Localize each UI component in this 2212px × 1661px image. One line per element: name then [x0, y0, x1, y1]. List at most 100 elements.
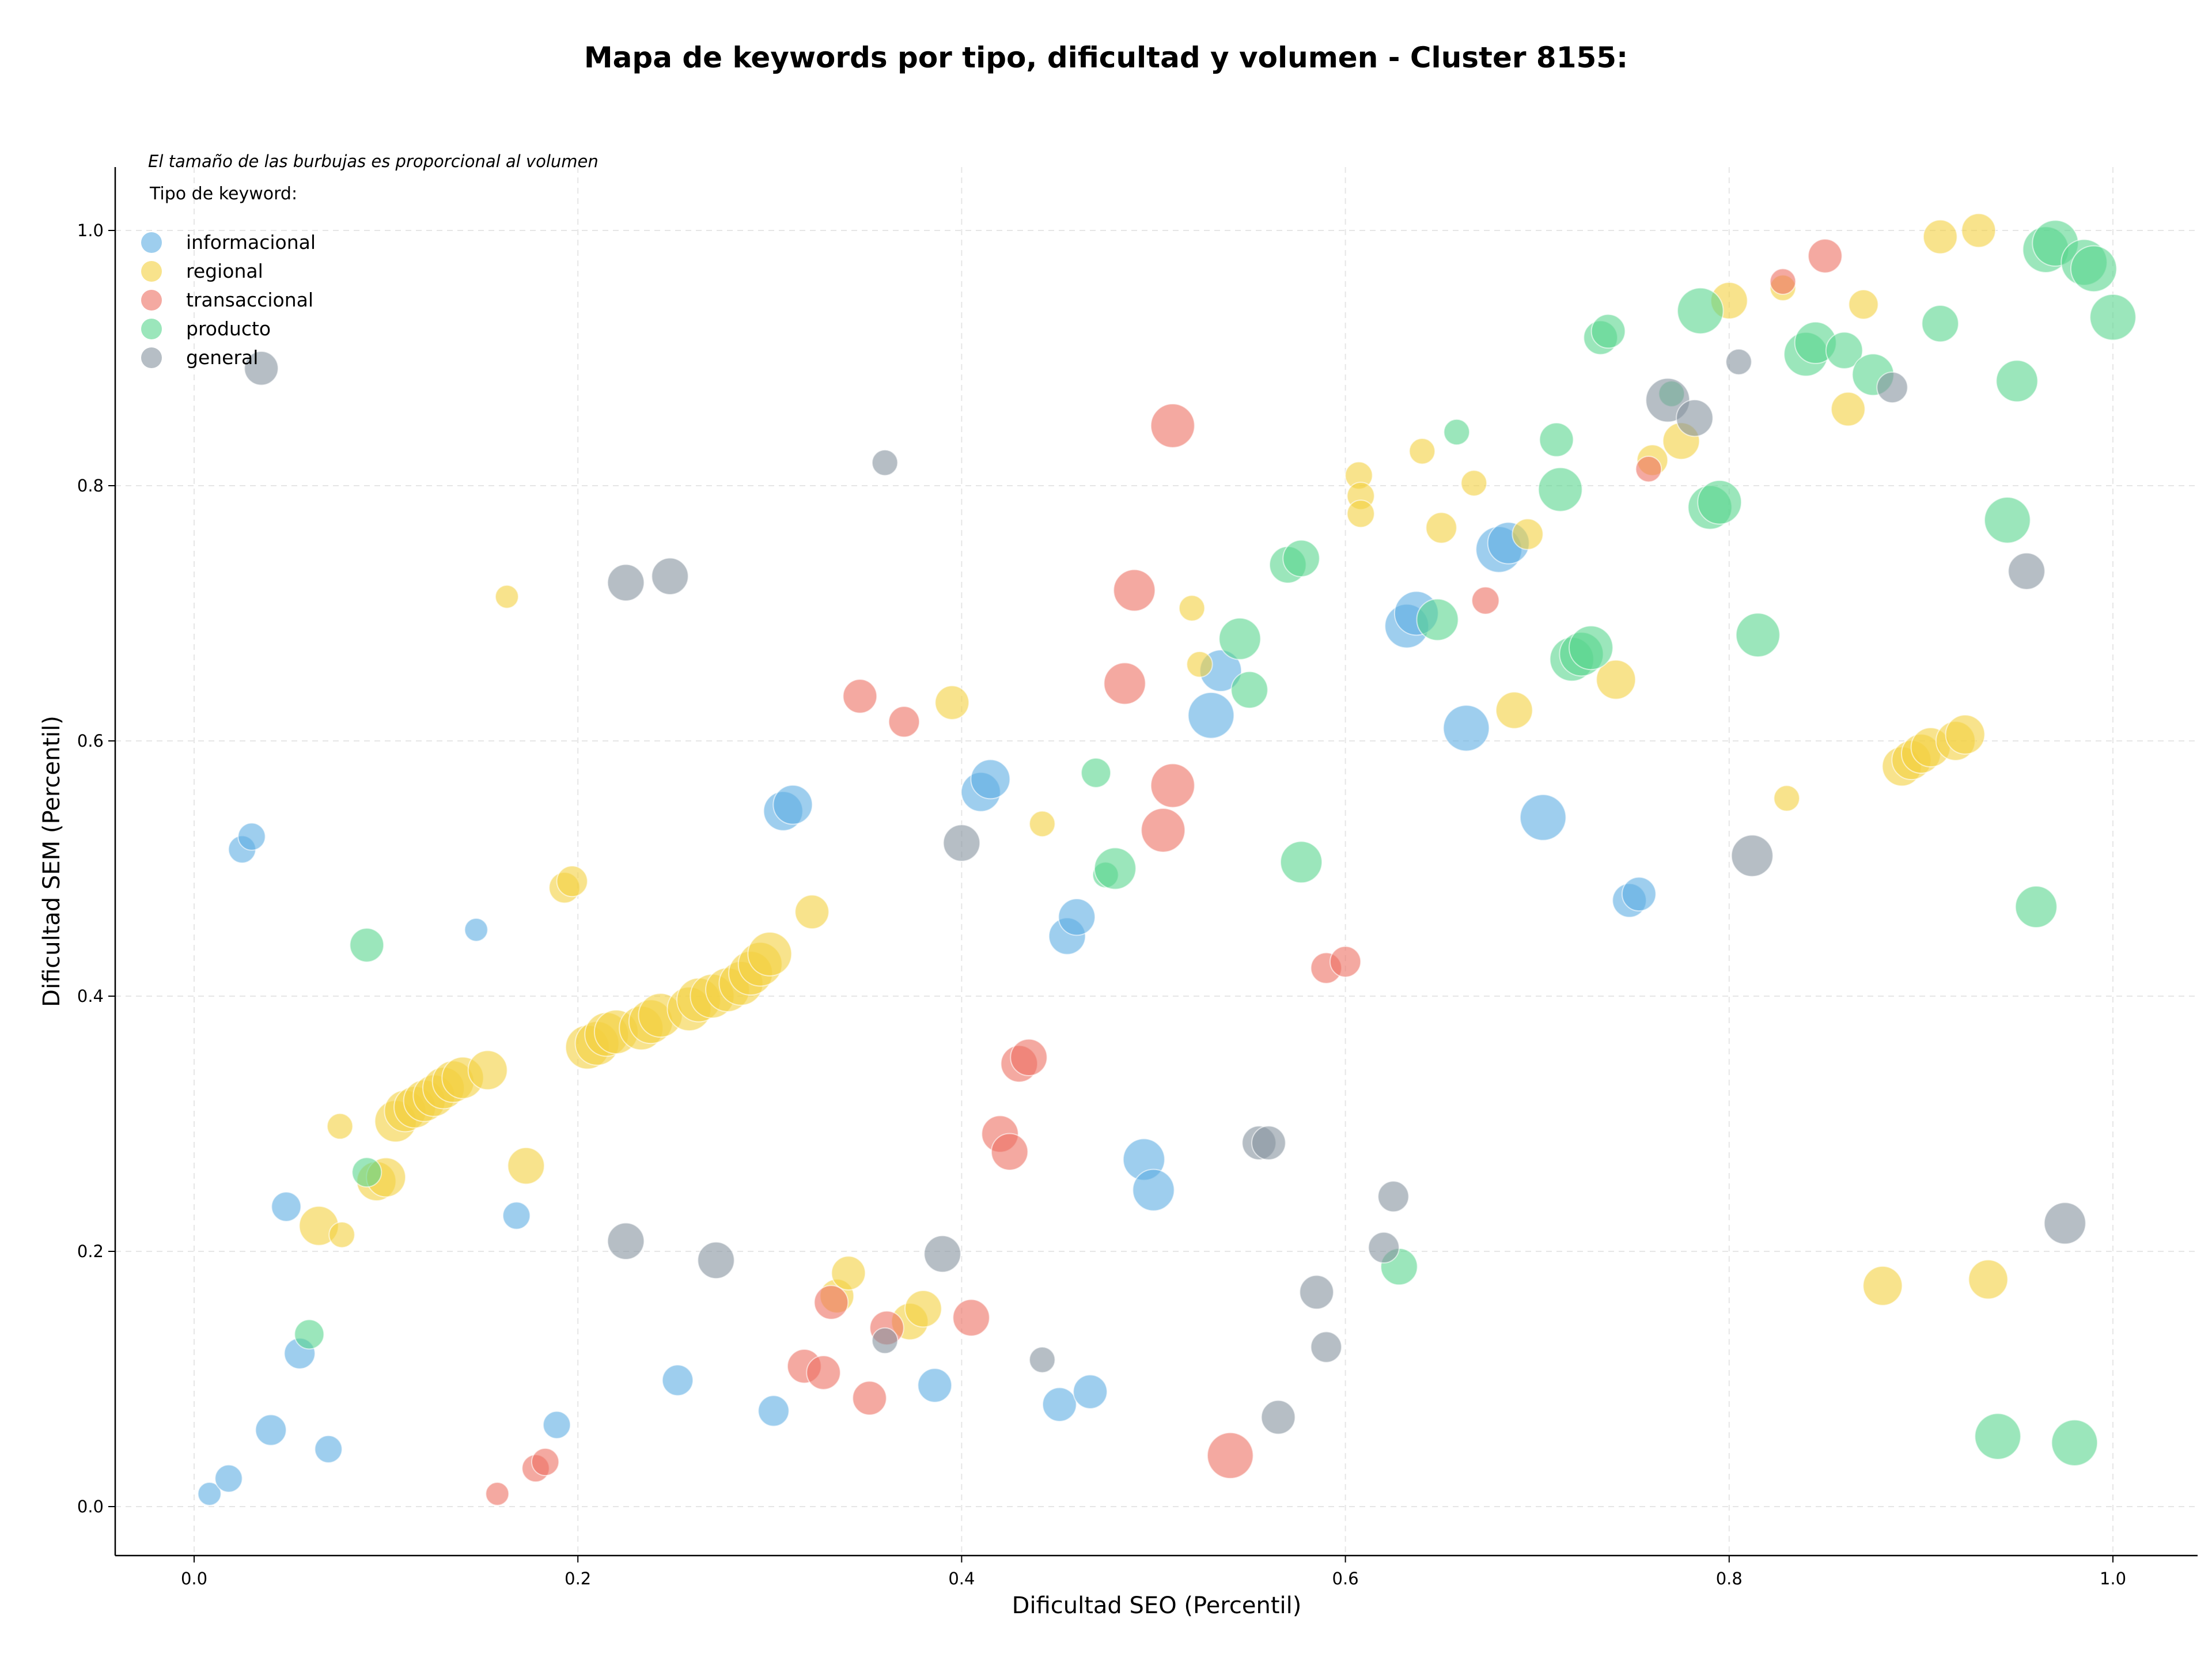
y-tick-label: 0.6: [77, 731, 104, 751]
bubble-point: [2008, 552, 2046, 591]
bubble-point: [1922, 219, 1958, 255]
bubble-point: [1113, 569, 1156, 612]
bubble-point: [1029, 1346, 1056, 1374]
bubble-point: [556, 865, 588, 898]
y-tick-label: 0.2: [77, 1242, 104, 1261]
bubble-point: [1041, 1387, 1077, 1422]
bubble-point: [1848, 289, 1879, 320]
bubble-point: [349, 928, 385, 963]
bubble-point: [1621, 876, 1657, 912]
tick-layer: 0.0 0.2 0.4 0.6 0.8 1.0 0.0 0.2 0.4 0.6 0.8 1.0: [77, 221, 2126, 1588]
bubble-point: [871, 449, 899, 476]
x-axis-label: Dificultad SEO (Percentil): [1012, 1592, 1302, 1619]
y-tick-label: 0.8: [77, 476, 104, 495]
bubble-point: [1697, 479, 1743, 525]
bubble-point: [1519, 794, 1567, 841]
bubble-point: [1299, 1274, 1334, 1310]
y-tick-label: 0.4: [77, 986, 104, 1006]
bubble-point: [1443, 418, 1471, 446]
bubble-point: [990, 1133, 1029, 1171]
bubble-point: [531, 1447, 560, 1477]
bubble-point: [1831, 391, 1866, 427]
bubble-point: [1346, 500, 1375, 528]
bubble-point: [1408, 437, 1436, 465]
legend-marker: [141, 261, 162, 282]
bubble-point: [1058, 898, 1096, 936]
bubble-point: [1218, 617, 1262, 660]
bubble-point: [1310, 1331, 1342, 1363]
series-regional: [298, 213, 2009, 1341]
bubble-point: [813, 1285, 849, 1320]
bubble-point: [314, 1435, 343, 1463]
bubble-point: [214, 1464, 243, 1493]
bubble-point: [831, 1255, 866, 1291]
bubble-point: [542, 1410, 571, 1439]
bubble-point: [1590, 313, 1626, 349]
bubble-point: [467, 1050, 508, 1091]
series-producto: [294, 220, 2137, 1467]
bubble-point: [952, 1299, 990, 1337]
bubble-point: [970, 759, 1011, 800]
bubble-point: [1825, 331, 1863, 369]
x-tick-label: 0.0: [181, 1569, 207, 1588]
bubble-point: [1730, 834, 1774, 877]
bubble-point: [757, 1395, 790, 1427]
bubble-point: [806, 1355, 841, 1390]
bubble-point: [1206, 1432, 1254, 1480]
bubble-point: [464, 917, 488, 942]
bubble-point: [1073, 1374, 1108, 1409]
bubble-point: [852, 1380, 887, 1416]
bubble-point: [1537, 467, 1583, 512]
bubble-point: [1984, 497, 2031, 544]
bubble-point: [1808, 239, 1843, 274]
bubble-point: [1230, 671, 1268, 709]
bubble-point: [1735, 612, 1781, 658]
bubble-point: [934, 685, 970, 720]
legend-marker: [141, 347, 162, 368]
series-general: [244, 348, 2086, 1435]
bubble-point: [1329, 945, 1362, 978]
bubble-point: [237, 822, 266, 851]
bubble-point: [2070, 245, 2118, 293]
legend-marker: [141, 319, 162, 339]
bubble-point: [747, 931, 793, 977]
bubble-point: [772, 784, 813, 825]
y-axis-label: Dificultad SEM (Percentil): [39, 716, 65, 1007]
legend-marker: [141, 232, 162, 253]
y-tick-label: 1.0: [77, 221, 104, 240]
series-informacional: [197, 521, 1657, 1506]
axes: [114, 167, 2198, 1557]
bubble-point: [1442, 705, 1490, 752]
bubble-point: [1282, 539, 1320, 577]
bubble-size-note: El tamaño de las burbujas es proporciona…: [148, 152, 599, 171]
bubble-point: [1974, 1413, 2021, 1460]
bubble-point: [1150, 403, 1195, 448]
bubble-point: [794, 894, 830, 930]
x-tick-label: 1.0: [2100, 1569, 2126, 1588]
x-tick-label: 0.2: [565, 1569, 591, 1588]
bubble-point: [1635, 455, 1662, 483]
bubble-point: [1862, 1265, 1903, 1306]
bubble-point: [697, 1241, 735, 1280]
bubble-point: [2089, 293, 2137, 341]
bubble-point: [1187, 691, 1235, 739]
x-tick-label: 0.4: [948, 1569, 975, 1588]
legend-marker: [141, 290, 162, 311]
bubble-point: [197, 1481, 222, 1506]
bubble-point: [923, 1235, 961, 1273]
bubble-point: [1769, 268, 1797, 295]
bubble-point: [1425, 512, 1457, 544]
bubble-point: [244, 350, 279, 386]
bubble-point: [1150, 763, 1195, 808]
bubble-point: [1416, 598, 1459, 641]
legend-label: transaccional: [186, 289, 313, 311]
legend: El tamaño de las burbujas es proporciona…: [141, 152, 599, 369]
bubble-point: [1495, 691, 1533, 729]
bubble-point: [507, 1147, 545, 1185]
bubble-point: [1921, 304, 1959, 343]
legend-label: informacional: [186, 231, 316, 253]
bubble-point: [1596, 659, 1637, 700]
bubble-point: [917, 1368, 953, 1403]
bubble-point: [494, 584, 519, 609]
